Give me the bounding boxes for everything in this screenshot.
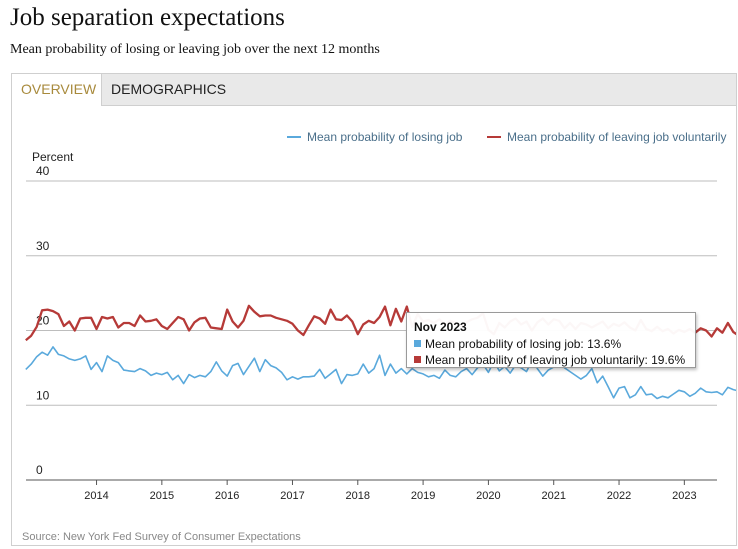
page-title: Job separation expectations [10,4,285,31]
x-tick-label: 2023 [672,490,696,502]
legend-label-losing: Mean probability of losing job [307,130,463,144]
x-tick-label: 2021 [541,490,565,502]
x-tick-label: 2016 [215,490,239,502]
y-tick-label: 10 [36,388,50,402]
series-line-losing [25,346,736,400]
x-tick-label: 2017 [280,490,304,502]
tab-demographics[interactable]: DEMOGRAPHICS [111,81,227,97]
chart-tooltip: Nov 2023 Mean probability of losing job:… [406,312,696,368]
page-subtitle: Mean probability of losing or leaving jo… [10,42,380,57]
tooltip-date: Nov 2023 [414,320,467,334]
x-tick-label: 2019 [411,490,435,502]
chart-panel: OVERVIEW DEMOGRAPHICS 0 10 20 30 40 Percent 20… [11,73,737,546]
tooltip-swatch-losing [414,340,421,347]
x-tick-label: 2020 [476,490,500,502]
tooltip-leaving-text: Mean probability of leaving job voluntar… [425,353,686,367]
y-tick-label: 40 [36,164,50,178]
source-note: Source: New York Fed Survey of Consumer … [22,531,301,543]
x-tick-label: 2022 [607,490,631,502]
y-tick-label: 30 [36,239,50,253]
x-tick-label: 2014 [84,490,108,502]
x-tick-label: 2018 [346,490,370,502]
y-tick-label: 0 [36,463,43,477]
tooltip-losing-text: Mean probability of losing job: 13.6% [425,337,622,351]
tab-bar: OVERVIEW DEMOGRAPHICS [12,74,736,106]
tooltip-swatch-leaving [414,356,421,363]
tab-overview[interactable]: OVERVIEW [12,74,102,106]
tooltip-row-losing: Mean probability of losing job: 13.6% [414,337,621,351]
tooltip-row-leaving: Mean probability of leaving job voluntar… [414,353,685,367]
x-tick-label: 2015 [150,490,174,502]
y-axis-label: Percent [32,150,74,164]
legend-label-leaving: Mean probability of leaving job voluntar… [507,130,726,144]
